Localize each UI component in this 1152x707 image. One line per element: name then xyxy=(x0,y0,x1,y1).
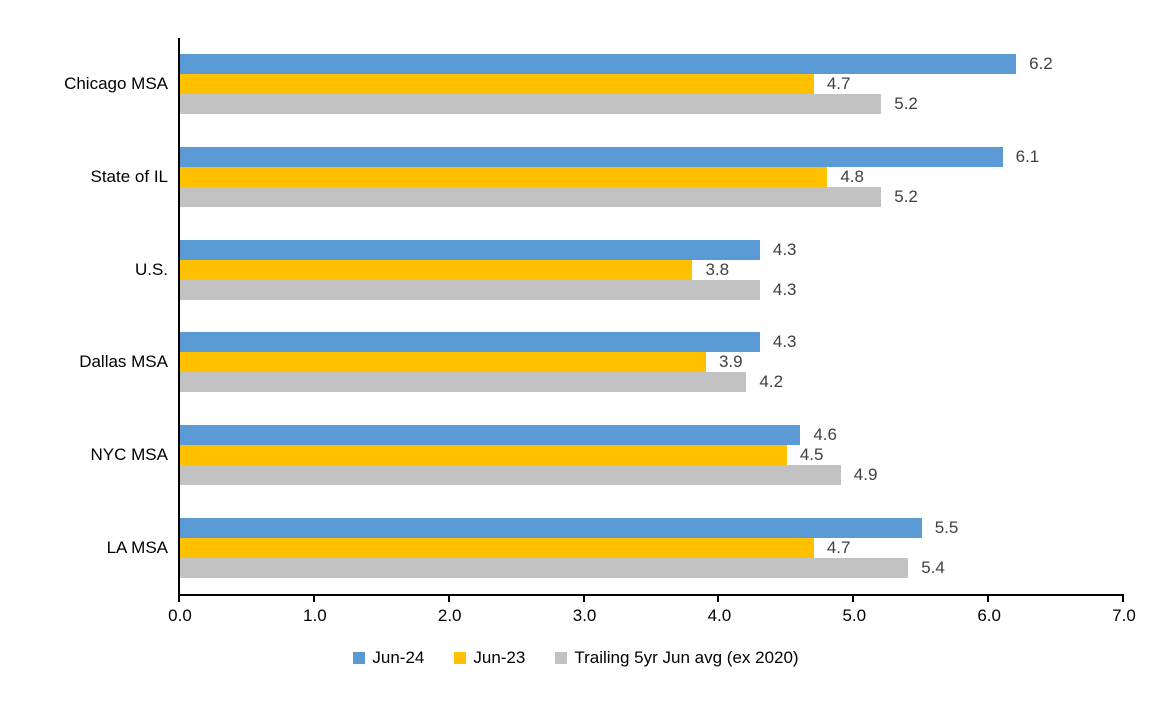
x-tick-mark xyxy=(717,594,720,602)
bar-trailing-5yr-jun-avg-ex-2020 xyxy=(180,279,760,300)
data-label: 4.5 xyxy=(799,445,824,464)
category-label: State of IL xyxy=(90,167,169,186)
bar-jun-24 xyxy=(180,332,760,353)
data-label: 3.9 xyxy=(718,352,743,372)
legend-label: Jun-23 xyxy=(473,648,526,667)
x-tick-mark xyxy=(447,594,450,602)
x-tick-label: 1.0 xyxy=(303,606,327,625)
data-label: 4.7 xyxy=(826,537,851,557)
legend-swatch-icon xyxy=(454,652,467,664)
x-tick-label: 7.0 xyxy=(1112,606,1136,625)
data-label: 4.9 xyxy=(853,465,878,484)
legend-item: Trailing 5yr Jun avg (ex 2020) xyxy=(555,648,799,668)
data-label: 6.1 xyxy=(1015,147,1040,166)
data-label: 4.3 xyxy=(772,332,797,352)
x-tick-label: 3.0 xyxy=(572,606,597,625)
bar-jun-24 xyxy=(180,147,1003,167)
bar-jun-24 xyxy=(180,517,922,538)
bar-trailing-5yr-jun-avg-ex-2020 xyxy=(180,465,841,485)
data-label: 5.5 xyxy=(934,517,959,537)
bar-jun-23 xyxy=(180,445,787,465)
data-label: 4.7 xyxy=(826,74,851,94)
bar-trailing-5yr-jun-avg-ex-2020 xyxy=(180,94,882,115)
data-label: 4.2 xyxy=(759,372,784,392)
category-label: Chicago MSA xyxy=(64,74,168,94)
category-label: Dallas MSA xyxy=(79,352,168,372)
bar-jun-23 xyxy=(180,352,706,373)
x-tick-label: 5.0 xyxy=(842,606,867,625)
category-label: U.S. xyxy=(134,259,168,279)
data-label: 4.3 xyxy=(772,279,797,299)
x-tick-mark xyxy=(1122,594,1124,602)
bar-trailing-5yr-jun-avg-ex-2020 xyxy=(180,187,882,207)
x-tick-label: 0.0 xyxy=(168,606,192,625)
bar-jun-23 xyxy=(180,537,814,558)
data-label: 5.2 xyxy=(894,94,918,114)
data-label: 4.3 xyxy=(772,239,797,259)
bar-jun-23 xyxy=(180,259,693,280)
x-tick-mark xyxy=(987,594,990,602)
legend-swatch-icon xyxy=(555,652,568,664)
data-label: 6.2 xyxy=(1029,54,1053,74)
legend-label: Jun-24 xyxy=(372,648,425,667)
x-tick-mark xyxy=(312,594,315,602)
legend-swatch-icon xyxy=(353,652,366,664)
plot-area: 6.2 4.7 5.2 6.1 4.8 5.2 4.3 3.8 4.3 4.3 3.9 4.2 4.6 4… xyxy=(168,38,1136,625)
bar-jun-24 xyxy=(180,239,760,260)
bar-trailing-5yr-jun-avg-ex-2020 xyxy=(180,557,909,578)
bar-trailing-5yr-jun-avg-ex-2020 xyxy=(180,372,747,393)
data-label: 4.8 xyxy=(840,167,864,186)
data-label: 5.2 xyxy=(894,187,918,206)
x-tick-mark xyxy=(582,594,585,602)
data-label: 3.8 xyxy=(705,259,730,279)
bar-jun-24 xyxy=(180,54,1017,75)
category-label: NYC MSA xyxy=(90,445,168,464)
legend-label: Trailing 5yr Jun avg (ex 2020) xyxy=(574,648,799,667)
bar-jun-23 xyxy=(180,167,828,187)
legend-item: Jun-24 xyxy=(353,648,424,668)
data-label: 4.6 xyxy=(813,425,837,444)
x-tick-label: 6.0 xyxy=(977,606,1001,625)
legend-item: Jun-23 xyxy=(454,648,525,668)
x-tick-label: 2.0 xyxy=(437,606,462,625)
x-tick-label: 4.0 xyxy=(707,606,732,625)
data-label: 5.4 xyxy=(921,557,945,577)
bar-jun-23 xyxy=(180,74,814,95)
category-label: LA MSA xyxy=(106,537,168,557)
x-tick-mark xyxy=(852,594,855,602)
x-tick-mark xyxy=(178,594,180,602)
bar-jun-24 xyxy=(180,425,801,445)
y-axis-line xyxy=(178,38,180,596)
x-axis-line xyxy=(178,594,1124,596)
legend: Jun-24 Jun-23 Trailing 5yr Jun avg (ex 202… xyxy=(0,648,1152,668)
